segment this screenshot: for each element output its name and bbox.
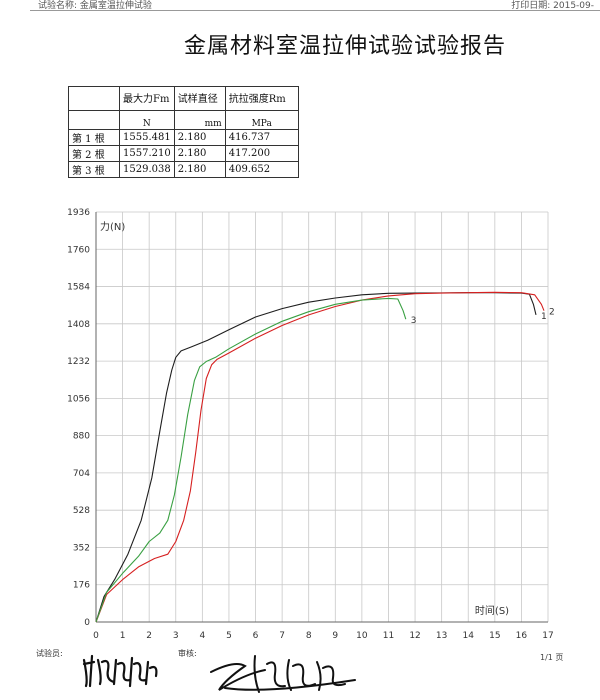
print-header: 试验名称: 金属室温拉伸试验 打印日期: 2015-09- xyxy=(0,0,600,12)
y-tick-label: 1936 xyxy=(67,208,90,218)
series-end-label: 1 xyxy=(541,312,547,322)
results-table: 最大力Fm 试样直径 抗拉强度Rm N mm MPa 第 1 根 1555.48… xyxy=(68,86,299,178)
x-axis-label: 时间(S) xyxy=(475,604,509,617)
reviewer-label: 审核: xyxy=(178,649,197,658)
x-tick-label: 14 xyxy=(463,631,475,641)
table-cell: 1529.038 xyxy=(119,161,175,178)
x-tick-label: 5 xyxy=(226,631,232,641)
reviewer-signature xyxy=(210,655,356,693)
x-tick-label: 15 xyxy=(489,631,500,641)
header-cell-blank xyxy=(68,86,120,111)
report-title: 金属材料室温拉伸试验试验报告 xyxy=(183,34,506,59)
y-tick-label: 0 xyxy=(84,618,90,628)
header-cell-tensile-strength: 抗拉强度Rm xyxy=(224,86,299,111)
y-tick-label: 352 xyxy=(73,543,90,553)
x-tick-label: 4 xyxy=(199,631,205,641)
x-tick-label: 10 xyxy=(356,631,368,641)
y-tick-label: 1584 xyxy=(67,283,90,293)
y-tick-label: 528 xyxy=(73,506,90,516)
x-tick-label: 17 xyxy=(542,631,553,641)
y-tick-label: 880 xyxy=(73,432,90,442)
x-tick-label: 16 xyxy=(516,631,528,641)
header-cell-max-force: 最大力Fm xyxy=(119,86,175,111)
y-tick-label: 704 xyxy=(73,469,90,479)
y-tick-label: 1760 xyxy=(67,245,90,255)
y-axis-label: 力(N) xyxy=(100,220,125,233)
header-left-text: 试验名称: 金属室温拉伸试验 xyxy=(38,1,152,11)
series-line-1 xyxy=(95,292,537,623)
y-tick-label: 1056 xyxy=(67,394,90,404)
table-cell: 409.652 xyxy=(224,161,299,178)
x-tick-label: 1 xyxy=(120,631,126,641)
x-tick-label: 6 xyxy=(253,631,259,641)
page-count: 1/1 页 xyxy=(540,653,564,662)
x-tick-label: 12 xyxy=(409,631,420,641)
print-date: 打印日期: 2015-09- xyxy=(511,1,594,11)
tester-label: 试验员: xyxy=(36,649,63,658)
table-cell: 第 3 根 xyxy=(68,161,120,178)
series-line-2 xyxy=(95,291,545,623)
x-tick-label: 2 xyxy=(146,631,152,641)
x-tick-label: 3 xyxy=(173,631,179,641)
y-tick-label: 1408 xyxy=(67,320,90,330)
x-tick-label: 0 xyxy=(93,631,99,641)
table-row: 第 1 根 1555.481 2.180 416.737 xyxy=(68,129,299,146)
x-tick-label: 8 xyxy=(306,631,312,641)
table-row: 第 2 根 1557.210 2.180 417.200 xyxy=(68,145,299,162)
tester-signature xyxy=(82,654,158,688)
series-end-label: 2 xyxy=(549,308,555,318)
table-row: 第 3 根 1529.038 2.180 409.652 xyxy=(68,161,299,178)
x-tick-label: 9 xyxy=(332,631,338,641)
series-end-label: 3 xyxy=(411,316,417,326)
header-rule xyxy=(30,10,600,11)
x-tick-label: 7 xyxy=(279,631,285,641)
y-tick-label: 176 xyxy=(73,581,90,591)
x-tick-label: 13 xyxy=(436,631,447,641)
series-line-3 xyxy=(95,297,407,623)
x-tick-label: 11 xyxy=(383,631,394,641)
y-tick-label: 1232 xyxy=(67,357,90,367)
